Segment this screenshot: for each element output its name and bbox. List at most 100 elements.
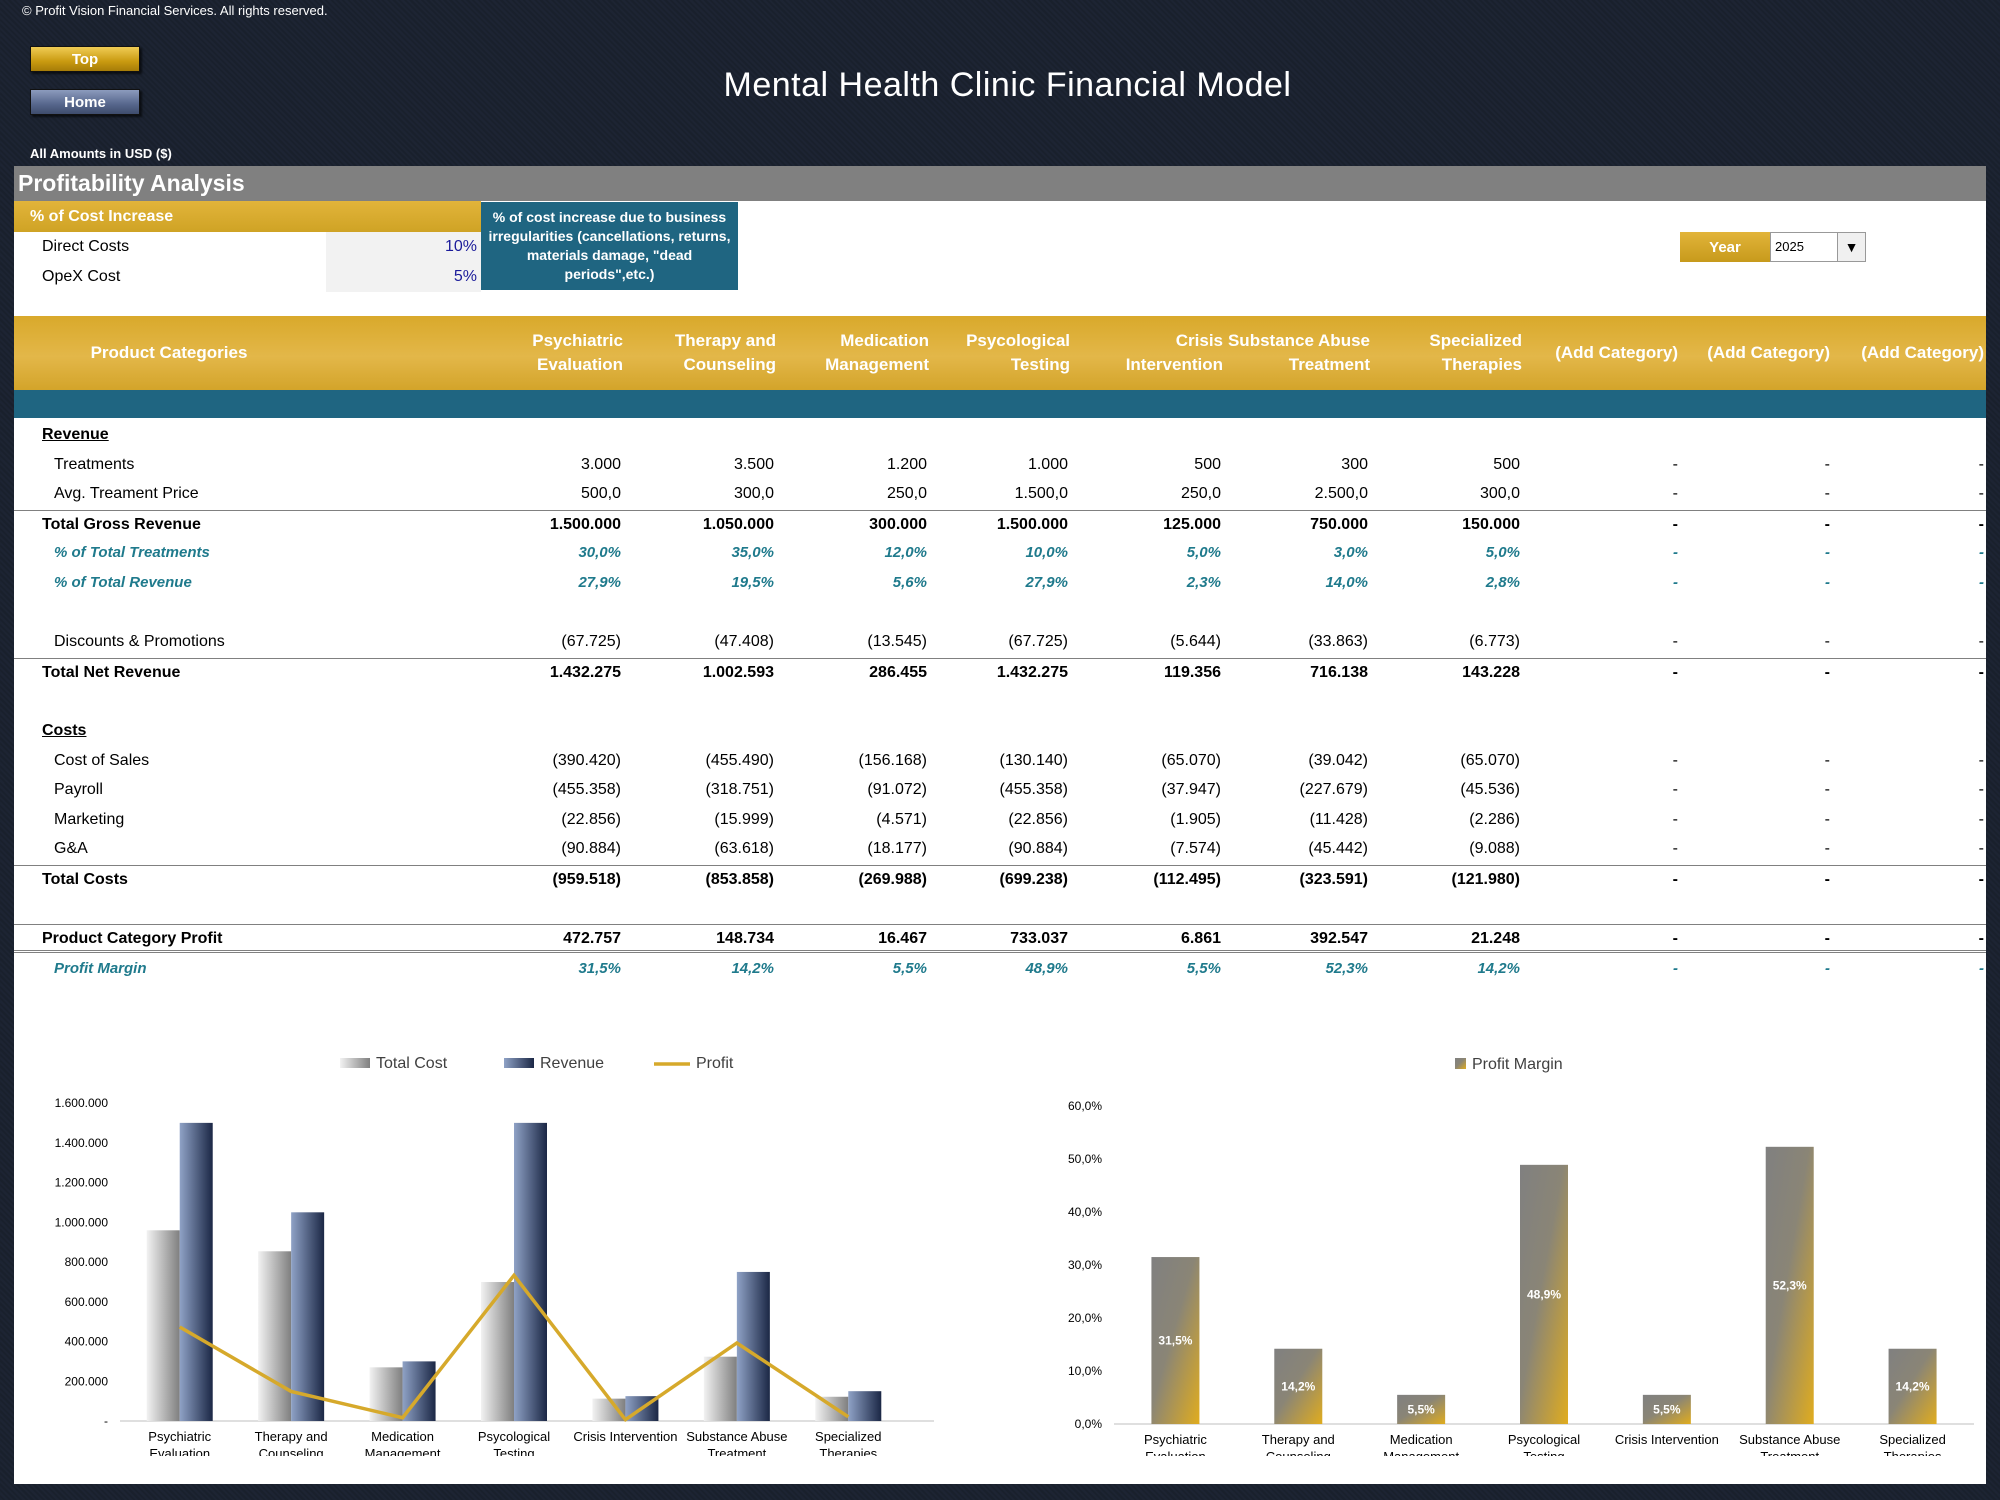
table-cell: -: [1978, 781, 1984, 799]
table-cell: -: [1824, 515, 1830, 533]
table-cell: (455.358): [552, 781, 622, 799]
table-cell: 16.467: [878, 930, 927, 948]
column-header: Therapy and Counseling: [674, 331, 776, 374]
table-row: Total Gross Revenue 1.500.000 1.050.000 300…: [14, 509, 1986, 539]
table-cell: 19,5%: [731, 574, 774, 591]
table-row: G&A (90.884) (63.618) (18.177) (90.884) (7.57…: [14, 835, 1986, 864]
profit-margin-bar: [1274, 1348, 1323, 1424]
table-cell: -: [1978, 810, 1984, 828]
table-row: Avg. Treament Price 500,0 300,0 250,0 1.500,…: [14, 480, 1986, 509]
table-cell: 1.500.000: [549, 515, 621, 533]
table-cell: 750.000: [1310, 515, 1368, 533]
table-cell: 3.500: [733, 455, 774, 473]
table-cell: -: [1979, 574, 1984, 591]
table-row: [14, 895, 1986, 924]
table-cell: -: [1824, 633, 1830, 651]
table-cell: (33.863): [1308, 633, 1368, 651]
table-cell: -: [1672, 633, 1678, 651]
y-tick-label: 200.000: [65, 1374, 109, 1388]
table-cell: (390.420): [552, 751, 622, 769]
table-cell: -: [1978, 485, 1984, 503]
table-cell: 1.000: [1027, 455, 1068, 473]
table-cell: (5.644): [1170, 633, 1221, 651]
table-cell: (455.358): [999, 781, 1069, 799]
table-cell: -: [1673, 544, 1678, 562]
table-cell: -: [1825, 960, 1830, 978]
table-cell: -: [1672, 455, 1678, 473]
table-cell: -: [1672, 810, 1678, 828]
table-cell: (15.999): [714, 810, 774, 828]
home-button[interactable]: Home: [30, 89, 140, 115]
y-tick-label: 800.000: [65, 1255, 109, 1269]
opex-cost-label: OpeX Cost: [42, 268, 121, 285]
x-tick-label: Crisis Intervention: [573, 1429, 677, 1444]
table-cell: -: [1673, 574, 1678, 591]
direct-costs-input[interactable]: 10%: [326, 232, 481, 262]
y-tick-label: 0,0%: [1075, 1417, 1103, 1431]
table-cell: 52,3%: [1325, 960, 1368, 978]
profitability-sheet: Profitability Analysis % of Cost Increas…: [14, 166, 1986, 1484]
year-dropdown[interactable]: 2025 ▼: [1770, 232, 1866, 262]
table-row: Total Net Revenue 1.432.275 1.002.593 286.4…: [14, 657, 1986, 687]
table-row: [14, 687, 1986, 716]
profit-line: [178, 1272, 850, 1423]
table-cell: 716.138: [1310, 663, 1368, 681]
table-cell: 31,5%: [578, 960, 621, 978]
table-cell: 300,0: [1479, 485, 1520, 503]
table-cell: -: [1825, 574, 1830, 591]
data-label: 48,9%: [1527, 1287, 1561, 1301]
legend-revenue: Revenue: [540, 1055, 604, 1072]
table-cell: 5,5%: [1186, 960, 1221, 978]
row-label: Total Net Revenue: [42, 663, 181, 681]
opex-cost-input[interactable]: 5%: [326, 262, 481, 292]
profit-margin-bar: [1397, 1394, 1446, 1424]
column-header: Specialized Therapies: [1429, 331, 1522, 374]
legend-profit: Profit: [696, 1055, 734, 1072]
table-cell: 733.037: [1010, 930, 1068, 948]
table-cell: (45.536): [1460, 781, 1520, 799]
x-tick-label: Psychiatric: [148, 1429, 211, 1444]
table-cell: -: [1978, 751, 1984, 769]
table-cell: (37.947): [1161, 781, 1221, 799]
table-cell: -: [1824, 663, 1830, 681]
profit-margin-bar: [1888, 1348, 1937, 1424]
table-cell: 2,3%: [1186, 574, 1221, 591]
x-tick-label: Evaluation: [1145, 1449, 1206, 1456]
table-cell: (13.545): [867, 633, 927, 651]
table-cell: (1.905): [1170, 810, 1221, 828]
table-row: Discounts & Promotions (67.725) (47.408) (1…: [14, 628, 1986, 657]
table-cell: -: [1824, 455, 1830, 473]
legend-swatch-revenue: [504, 1058, 534, 1068]
table-cell: 1.002.593: [702, 663, 774, 681]
y-tick-label: 60,0%: [1068, 1099, 1102, 1113]
row-label: Discounts & Promotions: [54, 633, 225, 651]
currency-note: All Amounts in USD ($): [30, 146, 172, 161]
top-button[interactable]: Top: [30, 46, 140, 72]
table-row: Marketing (22.856) (15.999) (4.571) (22.856)…: [14, 806, 1986, 835]
x-tick-label: Testing: [493, 1446, 534, 1456]
dropdown-arrow-icon[interactable]: ▼: [1837, 233, 1865, 261]
column-header: Psychiatric Evaluation: [532, 331, 623, 374]
table-cell: 150.000: [1462, 515, 1520, 533]
y-tick-label: 1.000.000: [55, 1215, 109, 1229]
table-cell: (45.442): [1308, 840, 1368, 858]
x-tick-label: Testing: [1523, 1449, 1564, 1456]
table-cell: 148.734: [716, 930, 774, 948]
y-tick-label: 1.600.000: [55, 1096, 109, 1110]
table-cell: -: [1979, 544, 1984, 562]
data-label: 31,5%: [1158, 1334, 1192, 1348]
total-cost-bar: [258, 1251, 292, 1421]
x-tick-label: Therapies: [1884, 1449, 1942, 1456]
revenue-bar: [291, 1212, 325, 1421]
table-cell: (65.070): [1460, 751, 1520, 769]
table-cell: 119.356: [1164, 663, 1221, 681]
table-cell: 286.455: [869, 663, 927, 681]
y-tick-label: -: [104, 1414, 108, 1428]
profit-margin-chart: 0,0% 10,0% 20,0% 30,0% 40,0% 50,0% 60,0% 31,5% P…: [1068, 1056, 1974, 1456]
x-tick-label: Psycological: [1508, 1432, 1580, 1447]
row-label: Cost of Sales: [54, 751, 150, 769]
x-tick-label: Substance Abuse: [1739, 1432, 1840, 1447]
row-label: Profit Margin: [54, 960, 147, 978]
table-cell: (90.884): [561, 840, 621, 858]
table-cell: -: [1824, 840, 1830, 858]
